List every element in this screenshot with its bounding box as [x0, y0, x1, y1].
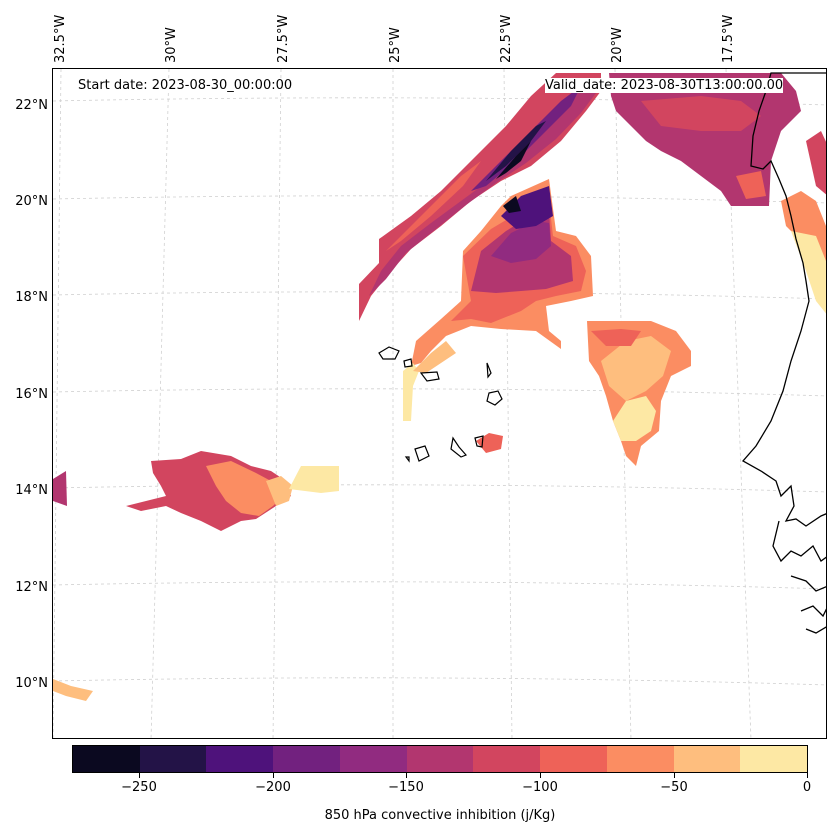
colorbar-label: 850 hPa convective inhibition (j/Kg) [324, 808, 556, 823]
cin-field-northeast [609, 73, 826, 314]
gridline-lat [53, 195, 826, 204]
colorbar-tick [273, 773, 274, 778]
cin-field-south-patch [476, 433, 503, 453]
lat-label-16n: 16°N [15, 387, 48, 402]
colorbar-segment [740, 746, 808, 772]
island-sao-vicente [403, 358, 413, 368]
colorbar-segment [73, 746, 140, 772]
colorbar-tick-label: −250 [121, 780, 157, 795]
lon-label-17-5w: 17.5°W [721, 14, 736, 63]
map-canvas [53, 69, 826, 738]
colorbar-segment [406, 746, 474, 772]
gridline-lat [53, 388, 826, 397]
cin-field-west [53, 451, 339, 701]
gridline-lat [53, 581, 826, 590]
island-santa-luzia [419, 371, 440, 382]
lon-label-27-5w: 27.5°W [276, 14, 291, 63]
colorbar-segment [673, 746, 741, 772]
colorbar-tick [406, 773, 407, 778]
africa-coastline [741, 72, 826, 634]
colorbar-tick [540, 773, 541, 778]
colorbar-segment [139, 746, 207, 772]
map-frame[interactable] [52, 68, 827, 739]
gridline-lon [272, 69, 282, 738]
colorbar-tick-label: −150 [388, 780, 424, 795]
lat-label-12n: 12°N [15, 580, 48, 595]
gridline-lon [614, 69, 632, 738]
gridline-lon [53, 69, 62, 738]
cin-field-east [587, 321, 691, 466]
island-brava [404, 456, 410, 463]
cin-field-central [403, 179, 593, 421]
valid-date-label: Valid_date: 2023-08-30T13:00:00.00 [545, 78, 784, 93]
lon-label-20w: 20°W [610, 27, 625, 63]
island-boa-vista [486, 390, 503, 406]
gridline-lat [53, 677, 826, 686]
island-santo-antao [378, 346, 400, 360]
colorbar-tick-label: 0 [802, 780, 812, 795]
colorbar-tick-label: −50 [660, 780, 688, 795]
lat-label-10n: 10°N [15, 676, 48, 691]
colorbar-tick [139, 773, 140, 778]
colorbar-segment [339, 746, 407, 772]
lon-label-25w: 25°W [388, 27, 403, 63]
colorbar-tick [807, 773, 808, 778]
colorbar-segment [540, 746, 607, 772]
colorbar-segment [206, 746, 274, 772]
lat-label-18n: 18°N [15, 290, 48, 305]
colorbar-tick-label: −200 [255, 780, 291, 795]
island-maio [474, 435, 484, 448]
cape-verde-islands [378, 346, 503, 463]
island-fogo [414, 445, 430, 462]
start-date-label: Start date: 2023-08-30_00:00:00 [78, 78, 293, 93]
island-santiago [450, 436, 468, 458]
colorbar-tick-label: −100 [522, 780, 558, 795]
cin-field-ne-band [359, 73, 601, 321]
lat-label-20n: 20°N [15, 194, 48, 209]
gridline-lon [503, 69, 513, 738]
colorbar-tick [674, 773, 675, 778]
gridline-lon [150, 69, 170, 738]
lon-label-30w: 30°W [164, 27, 179, 63]
colorbar-segment [606, 746, 674, 772]
gridline-lon [725, 69, 752, 738]
island-sal [486, 362, 492, 379]
lon-label-32-5w: 32.5°W [53, 14, 68, 63]
lon-label-22-5w: 22.5°W [499, 14, 514, 63]
colorbar-segment [273, 746, 340, 772]
lat-label-22n: 22°N [15, 98, 48, 113]
gridline-lat [53, 291, 826, 300]
lat-label-14n: 14°N [15, 483, 48, 498]
colorbar [72, 745, 808, 773]
gridline-lat [53, 97, 826, 106]
colorbar-segment [473, 746, 541, 772]
